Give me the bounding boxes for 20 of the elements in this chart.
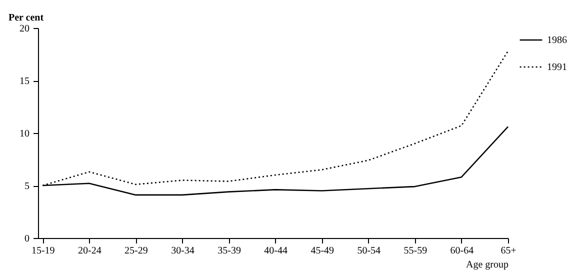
x-tick-label: 60-64 [450,246,474,256]
x-tick-label: 45-49 [310,246,334,256]
x-tick-label: 50-54 [357,246,381,256]
y-tick-label: 15 [20,76,30,87]
y-axis-title: Per cent [8,12,44,24]
x-tick-label: 15-19 [31,246,55,256]
x-axis-title: Age group [466,260,508,270]
x-tick-label: 55-59 [404,246,428,256]
y-tick-label: 20 [20,24,30,34]
legend-label: 1991 [547,62,567,73]
x-tick-label: 30-34 [171,246,194,256]
x-tick-label: 20-24 [78,246,102,256]
y-tick-label: 5 [24,181,30,192]
y-tick-label: 10 [20,128,30,140]
x-tick-label: 40-44 [264,246,288,256]
legend-label: 1986 [547,35,567,46]
x-tick-label: 25-29 [124,246,148,256]
y-tick-label: 0 [24,234,30,244]
x-tick-label: 65+ [500,246,517,256]
x-tick-label: 35-39 [218,246,241,256]
